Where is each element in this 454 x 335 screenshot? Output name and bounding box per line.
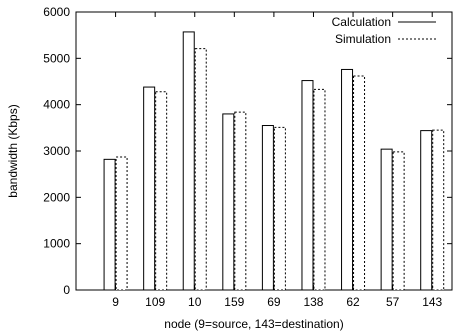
- x-tick-label: 62: [346, 295, 360, 309]
- bar-simulation-109: [155, 91, 168, 291]
- legend-label-calculation: Calculation: [332, 15, 391, 29]
- bars-group: [103, 31, 445, 291]
- bar-simulation-69: [273, 126, 286, 291]
- x-tick-label: 159: [224, 295, 244, 309]
- bar-simulation-9: [115, 156, 128, 291]
- legend: Calculation Simulation: [332, 15, 436, 46]
- y-tick-label: 1000: [43, 237, 70, 251]
- bar-simulation-159: [234, 111, 247, 291]
- bar-calculation-109: [143, 86, 156, 291]
- y-tick-label: 3000: [43, 144, 70, 158]
- x-tick-label: 57: [386, 295, 400, 309]
- bar-simulation-138: [313, 88, 326, 291]
- bar-simulation-10: [194, 48, 207, 291]
- y-tick-label: 5000: [43, 51, 70, 65]
- bar-calculation-143: [420, 130, 433, 291]
- x-tick-label: 143: [422, 295, 442, 309]
- x-tick-label: 10: [188, 295, 202, 309]
- bar-calculation-57: [380, 148, 393, 291]
- y-tick-label: 2000: [43, 190, 70, 204]
- y-tick-label: 0: [63, 283, 70, 297]
- bar-simulation-57: [392, 151, 405, 291]
- bar-calculation-10: [182, 31, 195, 291]
- x-tick-label: 109: [145, 295, 165, 309]
- bar-calculation-62: [341, 68, 354, 291]
- bar-calculation-159: [222, 113, 235, 291]
- y-axis-ticks: 0 1000 2000 3000 4000 5000 6000: [43, 5, 452, 297]
- bar-simulation-62: [353, 75, 366, 291]
- x-tick-label: 9: [112, 295, 119, 309]
- bar-calculation-9: [103, 158, 116, 291]
- y-tick-label: 4000: [43, 98, 70, 112]
- bar-calculation-69: [261, 125, 274, 291]
- bar-calculation-138: [301, 80, 314, 291]
- legend-label-simulation: Simulation: [335, 32, 391, 46]
- bar-simulation-143: [432, 129, 445, 291]
- x-axis-ticks: 9 109 10 159 69 138 62 57 143: [112, 12, 443, 309]
- y-tick-label: 6000: [43, 5, 70, 19]
- x-axis-label: node (9=source, 143=destination): [164, 317, 343, 331]
- x-tick-label: 69: [267, 295, 281, 309]
- x-tick-label: 138: [303, 295, 323, 309]
- y-axis-label: bandwidth (Kbps): [6, 104, 20, 197]
